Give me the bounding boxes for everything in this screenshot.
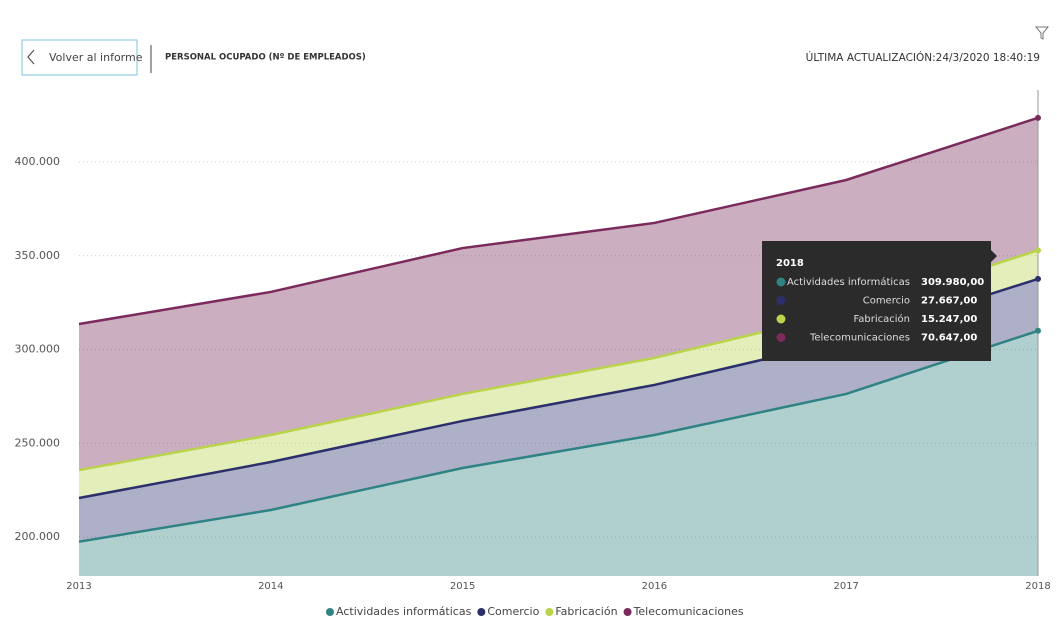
tooltip-marker [776, 277, 786, 287]
tooltip-value: 15.247,00 [921, 314, 977, 325]
legend-label: Telecomunicaciones [633, 605, 744, 618]
y-tick-label: 300.000 [15, 343, 61, 356]
x-tick-label: 2015 [450, 581, 475, 592]
tooltip-marker [776, 314, 786, 324]
legend-label: Fabricación [555, 605, 617, 618]
tooltip-name: Telecomunicaciones [809, 333, 910, 344]
point [1035, 114, 1041, 121]
x-tick-label: 2016 [642, 581, 667, 592]
point [1035, 275, 1041, 282]
tooltip-value: 70.647,00 [921, 333, 977, 344]
tooltip-marker [776, 296, 786, 305]
x-tick-label: 2017 [833, 581, 858, 592]
legend-label: Comercio [487, 605, 539, 618]
tooltip-name: Actividades informáticas [787, 276, 910, 288]
tooltip-value: 27.667,00 [921, 296, 977, 307]
legend-label: Actividades informáticas [336, 605, 472, 618]
area [79, 250, 1038, 498]
x-tick-label: 2018 [1025, 581, 1050, 592]
tooltip-title: 2018 [776, 258, 804, 269]
tooltip: 2018 Actividades informáticas 309.980,00 Co… [762, 241, 997, 361]
area [79, 330, 1038, 576]
x-tick-label: 2014 [258, 581, 283, 592]
line [78, 329, 1039, 543]
page-title: PERSONAL OCUPADO (Nº DE EMPLEADOS) [165, 53, 366, 63]
back-icon [27, 49, 35, 65]
tooltip-marker [776, 333, 786, 342]
plot: 200.000 250.000 300.000 350.000 400.000 2013 2… [15, 90, 1051, 618]
legend-marker [623, 608, 632, 616]
line [78, 116, 1039, 326]
legend-marker [326, 608, 334, 616]
filter-icon[interactable] [1034, 26, 1050, 40]
area [79, 278, 1038, 542]
point [1035, 327, 1041, 334]
legend-marker [477, 608, 486, 616]
y-tick-label: 350.000 [15, 249, 61, 262]
tooltip-name: Comercio [863, 296, 910, 307]
tooltip-box [762, 241, 997, 361]
last-update: ÚLTIMA ACTUALIZACIÓN:24/3/2020 18:40:19 [806, 51, 1040, 64]
back-button[interactable] [21, 39, 138, 76]
area [79, 117, 1038, 471]
tooltip-value: 309.980,00 [921, 277, 984, 288]
y-tick-label: 200.000 [15, 530, 61, 543]
point [1035, 247, 1041, 254]
x-tick-label: 2013 [66, 581, 91, 592]
back-label[interactable]: Volver al informe [49, 51, 143, 64]
tooltip-name: Fabricación [853, 313, 910, 325]
y-tick-label: 250.000 [15, 436, 61, 449]
y-tick-label: 400.000 [15, 155, 61, 168]
legend-marker [545, 608, 554, 616]
